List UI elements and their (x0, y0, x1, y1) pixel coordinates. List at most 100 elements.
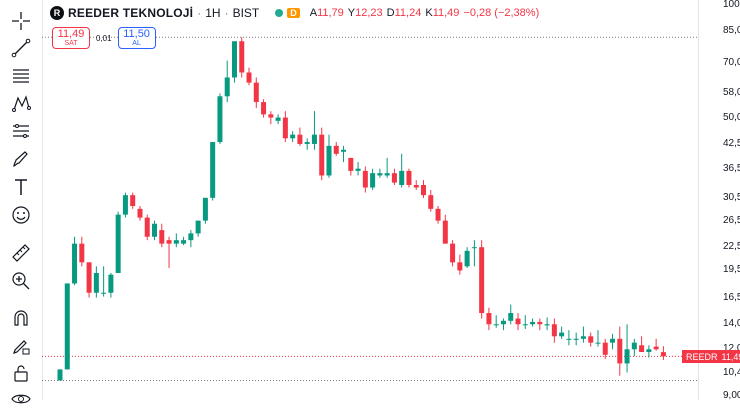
ruler-icon[interactable] (8, 240, 34, 266)
candle (508, 304, 514, 325)
candle-body (319, 134, 325, 176)
candle-body (450, 243, 456, 263)
price-tick-label: 42,50 (723, 137, 740, 149)
candle (253, 77, 259, 109)
candle (479, 240, 485, 319)
text-icon[interactable] (8, 174, 34, 200)
interval[interactable]: 1H (205, 6, 221, 20)
symbol-name[interactable]: REEDER TEKNOLOJİ (68, 6, 194, 20)
brush-icon[interactable] (8, 146, 34, 172)
high-label: Y (347, 7, 356, 19)
candle-body (537, 321, 543, 325)
candle (391, 168, 397, 186)
candle (275, 114, 281, 125)
candle-body (428, 195, 434, 209)
emoji-icon[interactable] (8, 202, 34, 228)
candle-body (624, 349, 630, 364)
candle-body (333, 145, 339, 154)
candle-body (377, 173, 383, 176)
lock-icon[interactable] (8, 360, 34, 386)
candle-body (130, 195, 136, 207)
candle-body (515, 318, 521, 325)
candle (522, 315, 528, 329)
candle (515, 313, 521, 331)
change-value: −0,28 (−2,38%) (463, 7, 540, 19)
candle (231, 41, 237, 83)
candle (595, 330, 601, 347)
candle-body (115, 214, 121, 273)
candle-body (457, 262, 463, 271)
price-tick-label: 26,50 (723, 214, 740, 226)
eye-icon[interactable] (8, 386, 34, 412)
candle (93, 266, 99, 298)
candle (166, 236, 172, 268)
candle-body (101, 292, 107, 294)
price-tick-label: 30,50 (723, 191, 740, 203)
crosshair-icon[interactable] (8, 8, 34, 34)
candle-body (500, 320, 506, 325)
candle-body (639, 345, 645, 353)
spread-value: 0,01 (96, 33, 112, 43)
low-label: D (386, 7, 395, 19)
open-label: A (309, 7, 318, 19)
buy-price: 11,50 (123, 27, 150, 40)
sell-button[interactable]: 11,49 SAT (52, 27, 90, 49)
candle (326, 134, 332, 178)
candle-body (544, 324, 550, 326)
candle-body (290, 134, 296, 139)
candle (442, 214, 448, 244)
candle-body (239, 41, 245, 73)
candle-body (181, 240, 187, 244)
candle (79, 236, 85, 267)
candle-body (304, 142, 310, 144)
price-axis[interactable]: 100,00 85,00 70,00 58,00 50,00 42,50 36,50 30,5… (698, 0, 740, 400)
candle (413, 180, 419, 191)
candle (72, 236, 78, 286)
candle (239, 37, 245, 78)
candle (544, 317, 550, 331)
measure-lines-icon[interactable] (8, 118, 34, 144)
trend-line-icon[interactable] (8, 35, 34, 61)
candle-body (231, 41, 237, 78)
magnet-icon[interactable] (8, 305, 34, 331)
candle (406, 168, 412, 188)
buy-button[interactable]: 11,50 AL (117, 27, 156, 49)
candle (370, 168, 376, 191)
candle (202, 197, 208, 224)
candle-body (370, 173, 376, 188)
pattern-icon[interactable] (8, 90, 34, 116)
candle-body (210, 142, 216, 198)
candle-body (166, 240, 172, 244)
candle (282, 111, 288, 143)
candle-body (253, 82, 259, 103)
candlestick-chart[interactable] (42, 0, 698, 400)
candle-body (261, 102, 267, 115)
candle (246, 67, 252, 86)
high-value: 12,23 (355, 7, 383, 19)
candle-body (566, 338, 572, 340)
candle (471, 240, 477, 267)
lock-drawing-icon[interactable] (8, 333, 34, 359)
zoom-in-icon[interactable] (8, 268, 34, 294)
fib-retracement-icon[interactable] (8, 63, 34, 89)
candle-body (617, 338, 623, 364)
price-tick-label: 100,00 (723, 0, 740, 10)
candle (348, 157, 354, 176)
candle-body (653, 346, 659, 350)
chart-canvas[interactable] (42, 0, 698, 400)
candle-body (464, 250, 470, 267)
candle (421, 180, 426, 198)
candle-body (144, 217, 150, 237)
candle-body (246, 72, 252, 83)
candle-body (188, 233, 194, 241)
candle (610, 333, 616, 350)
candle (333, 142, 339, 156)
symbol-header: R REEDER TEKNOLOJİ · 1H · BIST D A11,79 … (50, 6, 539, 20)
candle (573, 332, 579, 346)
candle-body (326, 145, 332, 176)
candle (304, 138, 310, 150)
candle (624, 324, 630, 373)
separator: · (224, 6, 229, 20)
price-tick-label: 12,00 (723, 343, 740, 355)
candle (660, 346, 666, 360)
